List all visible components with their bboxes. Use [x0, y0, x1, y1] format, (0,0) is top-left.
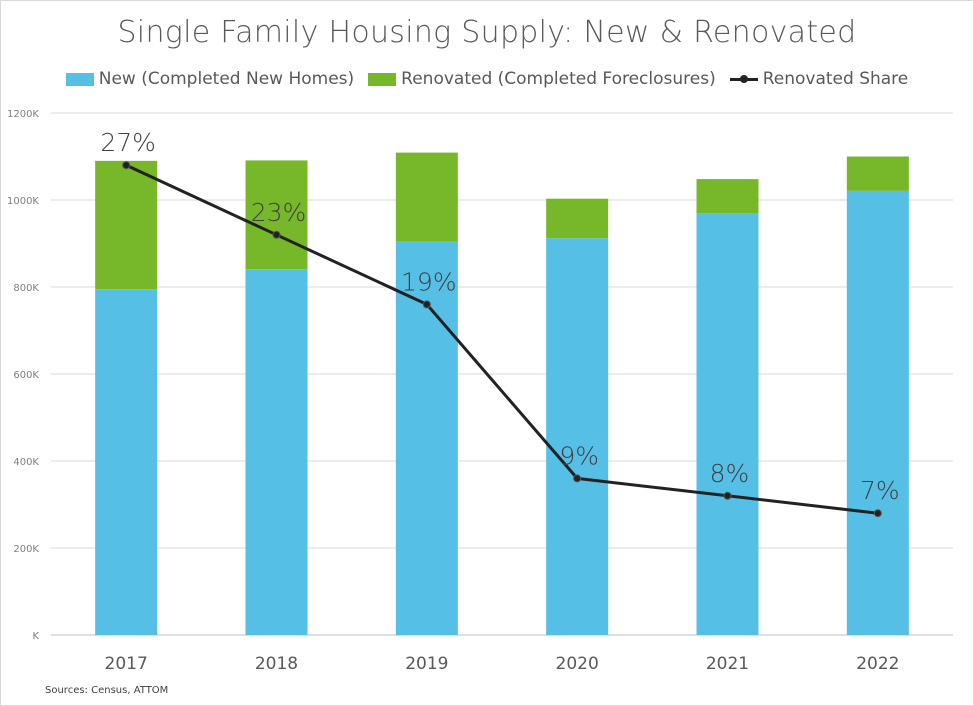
share-point: [122, 161, 131, 170]
bar-renovated: [846, 156, 909, 191]
y-tick-label: 600K: [13, 370, 39, 381]
legend-swatch-new: [65, 72, 94, 86]
chart-title: Single Family Housing Supply: New & Reno…: [117, 15, 857, 50]
legend-swatch-renovated: [368, 72, 397, 86]
bar-renovated: [395, 152, 458, 242]
legend-item-share: Renovated Share: [729, 69, 909, 89]
y-tick-label: K: [32, 631, 39, 642]
legend-swatch-share: [729, 73, 758, 86]
bar-new: [546, 238, 609, 635]
share-data-label: 27%: [100, 128, 156, 157]
bar-new: [846, 190, 909, 636]
share-point: [422, 300, 431, 309]
legend-label-renovated: Renovated (Completed Foreclosures): [401, 69, 716, 89]
share-data-label: 9%: [559, 441, 599, 470]
share-data-label: 7%: [860, 476, 900, 505]
y-tick-label: 1200K: [7, 109, 39, 120]
share-data-label: 19%: [401, 267, 457, 296]
y-tick-label: 800K: [13, 283, 39, 294]
bar-renovated: [95, 160, 158, 290]
share-point: [723, 491, 732, 500]
legend-item-renovated: Renovated (Completed Foreclosures): [368, 69, 716, 89]
bar-new: [696, 213, 759, 636]
y-tick-label: 1000K: [7, 196, 39, 207]
bar-new: [245, 269, 308, 635]
legend-label-new: New (Completed New Homes): [98, 69, 355, 89]
share-point: [573, 474, 582, 483]
x-tick-label: 2021: [706, 654, 749, 674]
share-data-label: 23%: [251, 198, 307, 227]
share-line: [125, 163, 879, 515]
share-point: [272, 230, 281, 239]
bar-new: [95, 289, 158, 635]
x-tick-label: 2018: [255, 654, 298, 674]
y-tick-label: 200K: [13, 544, 39, 555]
bar-renovated: [245, 160, 308, 270]
bar-renovated: [546, 198, 609, 239]
legend-label-share: Renovated Share: [762, 69, 909, 89]
bar-renovated: [696, 179, 759, 214]
x-tick-label: 2020: [556, 654, 599, 674]
x-tick-label: 2022: [856, 654, 899, 674]
x-tick-label: 2017: [105, 654, 148, 674]
legend: New (Completed New Homes) Renovated (Com…: [1, 69, 973, 89]
y-tick-label: 400K: [13, 457, 39, 468]
source-note: Sources: Census, ATTOM: [45, 685, 169, 696]
share-point: [873, 509, 882, 518]
x-tick-label: 2019: [405, 654, 448, 674]
share-data-label: 8%: [710, 459, 750, 488]
legend-item-new: New (Completed New Homes): [65, 69, 355, 89]
